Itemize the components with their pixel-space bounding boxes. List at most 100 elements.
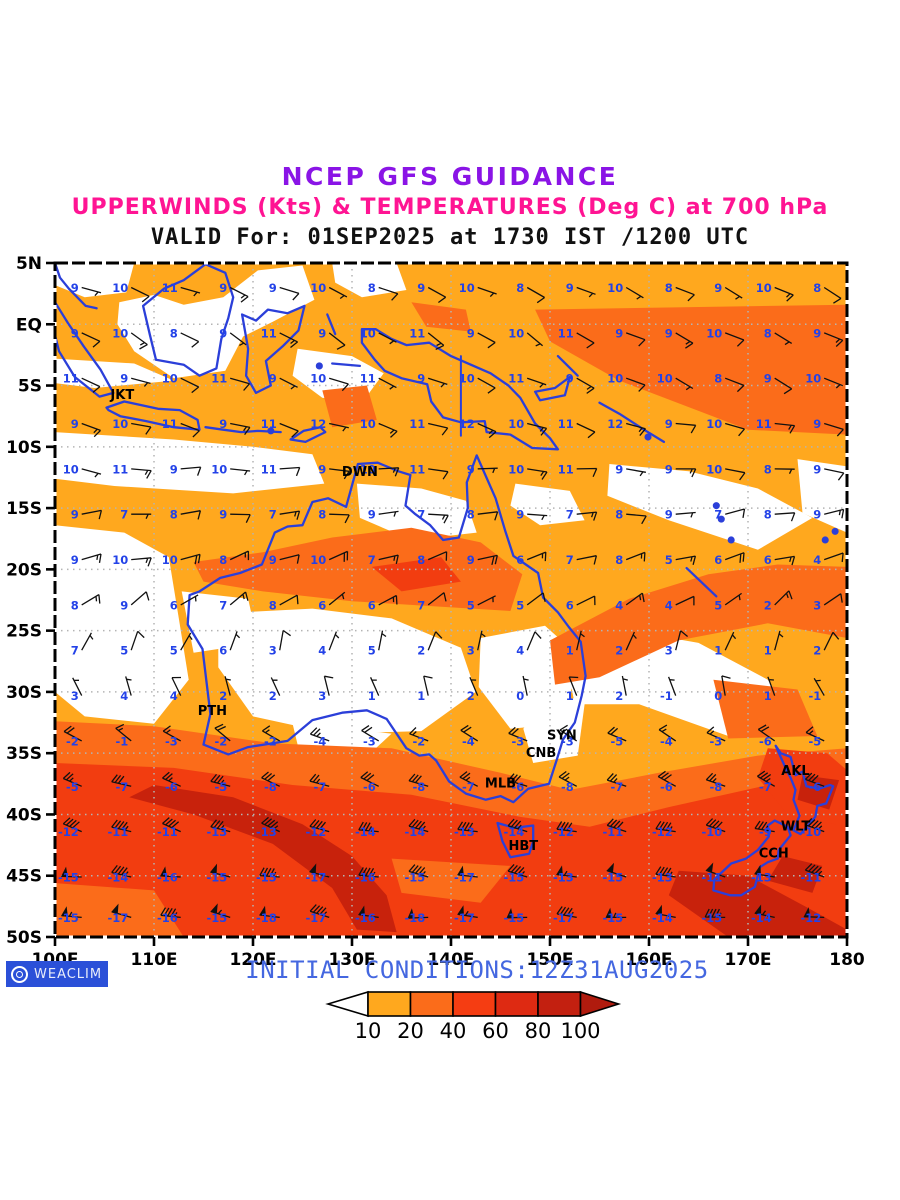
x-axis-label: 130E xyxy=(328,950,375,970)
svg-text:9: 9 xyxy=(665,417,673,431)
svg-text:8: 8 xyxy=(219,553,227,567)
chart-subtitle: UPPERWINDS (Kts) & TEMPERATURES (Deg C) … xyxy=(71,195,829,220)
svg-text:9: 9 xyxy=(417,372,425,386)
svg-text:11: 11 xyxy=(112,462,128,476)
svg-text:8: 8 xyxy=(813,281,821,295)
y-axis-label: 25S xyxy=(6,622,42,642)
svg-text:-7: -7 xyxy=(462,780,475,794)
svg-text:2: 2 xyxy=(615,689,623,703)
svg-text:9: 9 xyxy=(71,326,79,340)
svg-text:-7: -7 xyxy=(610,780,623,794)
svg-text:5: 5 xyxy=(368,644,376,658)
svg-text:1: 1 xyxy=(764,689,772,703)
svg-text:-13: -13 xyxy=(751,870,772,884)
island-dot xyxy=(717,515,725,523)
svg-text:9: 9 xyxy=(120,598,128,612)
svg-text:-15: -15 xyxy=(602,911,623,925)
svg-text:-5: -5 xyxy=(66,780,79,794)
city-label-AKL: AKL xyxy=(781,764,809,779)
svg-text:-11: -11 xyxy=(602,825,623,839)
svg-text:-13: -13 xyxy=(553,870,574,884)
svg-text:-2: -2 xyxy=(214,734,227,748)
svg-text:10: 10 xyxy=(112,281,128,295)
svg-text:8: 8 xyxy=(71,598,79,612)
svg-text:2: 2 xyxy=(813,644,821,658)
chart-valid-time: VALID For: 01SEP2025 at 1730 IST /1200 U… xyxy=(150,225,750,250)
svg-text:7: 7 xyxy=(219,598,227,612)
svg-text:-8: -8 xyxy=(709,780,722,794)
svg-text:8: 8 xyxy=(318,508,326,522)
svg-text:2: 2 xyxy=(764,598,772,612)
svg-text:10: 10 xyxy=(112,326,128,340)
svg-text:6: 6 xyxy=(219,644,227,658)
y-axis-label: EQ xyxy=(16,315,42,335)
svg-text:8: 8 xyxy=(615,508,623,522)
colorbar-left-arrow xyxy=(325,990,369,1018)
svg-text:8: 8 xyxy=(714,372,722,386)
svg-text:-5: -5 xyxy=(610,734,623,748)
svg-text:10: 10 xyxy=(63,462,79,476)
colorbar-label: 100 xyxy=(560,1019,600,1043)
svg-text:10: 10 xyxy=(310,281,326,295)
weaclim-logo[interactable]: WEACLIM xyxy=(6,961,108,987)
svg-text:-7: -7 xyxy=(759,780,772,794)
svg-text:8: 8 xyxy=(417,553,425,567)
svg-text:10: 10 xyxy=(706,417,722,431)
svg-text:5: 5 xyxy=(516,598,524,612)
colorbar-box xyxy=(367,991,412,1017)
city-label-CNB: CNB xyxy=(526,746,556,761)
coast-malay-peninsula xyxy=(55,263,98,310)
svg-text:8: 8 xyxy=(764,462,772,476)
svg-text:-18: -18 xyxy=(256,911,277,925)
svg-text:-6: -6 xyxy=(165,780,178,794)
coast-new-caledonia xyxy=(685,566,718,598)
svg-text:-6: -6 xyxy=(363,780,376,794)
svg-text:9: 9 xyxy=(615,326,623,340)
y-axis-label: 15S xyxy=(6,499,42,519)
coast-tasmania xyxy=(496,821,535,859)
svg-text:-16: -16 xyxy=(355,911,376,925)
svg-text:-1: -1 xyxy=(808,689,821,703)
city-label-MLB: MLB xyxy=(485,776,516,791)
svg-text:-5: -5 xyxy=(808,734,821,748)
svg-text:9: 9 xyxy=(219,326,227,340)
svg-text:-10: -10 xyxy=(800,825,821,839)
svg-text:11: 11 xyxy=(63,372,79,386)
svg-text:6: 6 xyxy=(516,553,524,567)
svg-text:9: 9 xyxy=(714,281,722,295)
svg-text:6: 6 xyxy=(170,598,178,612)
colorbar-box xyxy=(452,991,497,1017)
svg-text:-16: -16 xyxy=(355,870,376,884)
svg-text:11: 11 xyxy=(508,372,524,386)
y-axis-label: 5N xyxy=(16,254,42,274)
coast-australia xyxy=(186,454,587,804)
svg-text:7: 7 xyxy=(566,508,574,522)
svg-text:4: 4 xyxy=(318,644,326,658)
svg-text:9: 9 xyxy=(813,326,821,340)
svg-text:9: 9 xyxy=(813,508,821,522)
svg-text:-8: -8 xyxy=(264,780,277,794)
svg-text:-4: -4 xyxy=(313,734,326,748)
colorbar-label: 40 xyxy=(440,1019,467,1043)
svg-text:-7: -7 xyxy=(313,780,326,794)
logo-label: WEACLIM xyxy=(34,966,103,982)
svg-text:9: 9 xyxy=(318,462,326,476)
svg-text:9: 9 xyxy=(318,326,326,340)
svg-text:1: 1 xyxy=(566,689,574,703)
colorbar-box xyxy=(537,991,582,1017)
svg-text:11: 11 xyxy=(261,417,277,431)
svg-text:-3: -3 xyxy=(363,734,376,748)
svg-text:5: 5 xyxy=(467,598,475,612)
svg-text:10: 10 xyxy=(508,417,524,431)
svg-text:9: 9 xyxy=(269,372,277,386)
coast-borneo xyxy=(141,263,235,377)
city-label-DWN: DWN xyxy=(342,465,378,480)
svg-text:9: 9 xyxy=(467,462,475,476)
svg-text:9: 9 xyxy=(665,326,673,340)
svg-text:9: 9 xyxy=(219,508,227,522)
svg-text:10: 10 xyxy=(508,326,524,340)
city-label-WLT: WLT xyxy=(781,819,810,834)
svg-text:-17: -17 xyxy=(454,870,475,884)
svg-text:-2: -2 xyxy=(412,734,425,748)
